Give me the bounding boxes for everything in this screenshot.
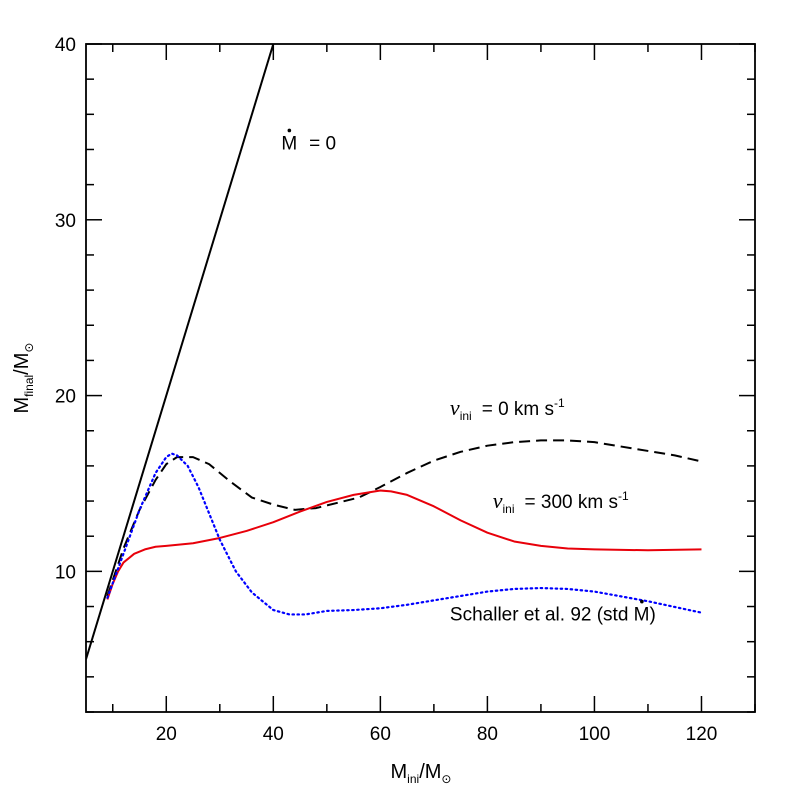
series-group	[86, 44, 703, 660]
x-axis-title-unit-sub: ⊙	[441, 772, 451, 786]
annotation-subscript: ini	[460, 409, 472, 423]
axis-tick-labels: 20 40 60 80 100 120 10 20 30 40	[55, 35, 717, 745]
x-tick-label: 120	[686, 724, 718, 745]
annotation-4: Schaller et al. 92 (std M)	[450, 605, 656, 626]
y-tick-label: 30	[55, 211, 76, 232]
y-axis-title-sub: final	[22, 375, 36, 397]
annotation-subscript: ini	[503, 502, 515, 516]
y-axis-title: Mfinal/M⊙	[11, 343, 36, 414]
annotation-2: vini = 0 km s-1	[450, 395, 565, 423]
annotation-symbol: v	[493, 488, 503, 513]
annotation-text: = 0 km s	[482, 399, 554, 420]
y-axis-title-main: M	[11, 397, 33, 414]
y-axis-title-unit-sub: ⊙	[22, 343, 36, 353]
annotation-text: = 0	[309, 133, 336, 154]
annotation-3: vini = 300 km s-1	[493, 488, 629, 516]
mdot-dot	[287, 128, 292, 133]
annotation-text: = 300 km s	[525, 492, 618, 513]
series-line-3	[106, 489, 702, 600]
x-tick-label: 40	[263, 724, 284, 745]
y-tick-label: 40	[55, 35, 76, 56]
axis-ticks	[86, 43, 756, 713]
x-tick-label: 80	[477, 724, 498, 745]
annotation-1: M = 0	[281, 133, 336, 154]
x-tick-label: 100	[579, 724, 611, 745]
x-axis-title-unit: M	[425, 761, 442, 783]
x-tick-label: 20	[156, 724, 177, 745]
y-axis-title-sep: /	[11, 369, 33, 375]
y-tick-label: 10	[55, 562, 76, 583]
x-axis-title-main: M	[391, 761, 408, 783]
y-tick-label: 20	[55, 387, 76, 408]
series-line-2	[106, 439, 702, 597]
x-axis-title: Mini/M⊙	[391, 761, 452, 786]
annotation-symbol: v	[450, 395, 460, 420]
x-axis-title-sub: ini	[407, 772, 419, 786]
annotation-superscript: -1	[618, 489, 629, 503]
x-tick-label: 60	[370, 724, 391, 745]
plot-frame	[85, 43, 756, 713]
std-mdot-dot	[640, 599, 644, 604]
series-line-4	[106, 452, 703, 616]
y-axis-title-unit: M	[11, 353, 33, 370]
x-axis-title-sep: /	[419, 761, 425, 783]
series-line-1	[86, 44, 275, 660]
annotation-symbol: M	[281, 133, 297, 154]
annotation-superscript: -1	[554, 396, 565, 410]
